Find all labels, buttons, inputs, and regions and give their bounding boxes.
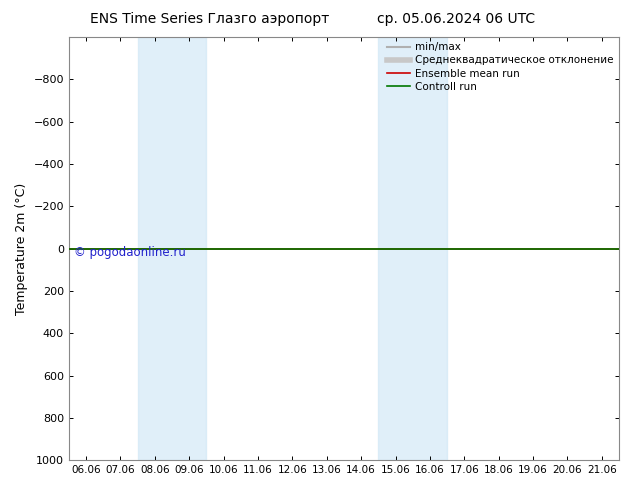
Bar [378, 37, 447, 460]
Y-axis label: Temperature 2m (°C): Temperature 2m (°C) [15, 182, 28, 315]
Text: ср. 05.06.2024 06 UTC: ср. 05.06.2024 06 UTC [377, 12, 536, 26]
Legend: min/max, Среднеквадратическое отклонение, Ensemble mean run, Controll run: min/max, Среднеквадратическое отклонение… [383, 38, 618, 96]
Text: © pogodaonline.ru: © pogodaonline.ru [74, 246, 186, 260]
Bar [138, 37, 207, 460]
Text: ENS Time Series Глазго аэропорт: ENS Time Series Глазго аэропорт [89, 12, 329, 26]
